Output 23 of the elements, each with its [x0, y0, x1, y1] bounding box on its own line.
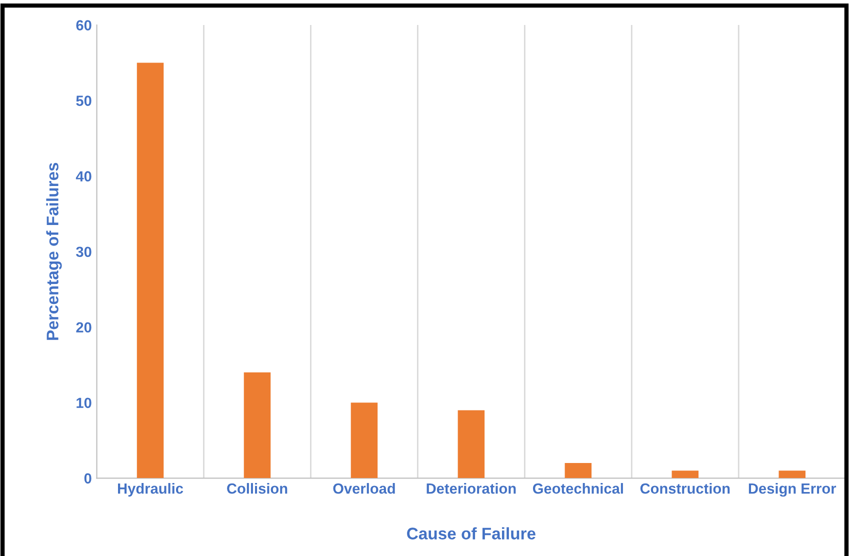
x-tick-label: Overload	[333, 483, 395, 494]
x-tick-label: Collision	[227, 483, 288, 494]
y-tick-label: 10	[76, 398, 92, 408]
y-tick-label: 50	[76, 96, 92, 106]
y-tick-label: 0	[84, 473, 92, 484]
x-axis-title: Cause of Failure	[407, 527, 536, 540]
x-tick-label: Construction	[640, 483, 730, 494]
y-tick-label: 40	[76, 171, 92, 182]
x-tick-label: Design Error	[748, 483, 836, 497]
bar	[136, 62, 164, 478]
bar	[350, 402, 378, 478]
x-tick-label: Deterioration	[426, 483, 516, 494]
bar	[564, 463, 592, 478]
x-tick-label: Hydraulic	[118, 483, 184, 497]
bar	[778, 470, 806, 478]
bar	[672, 470, 699, 478]
y-tick-label: 60	[76, 20, 92, 30]
y-axis-title: Percentage of Failures	[46, 162, 62, 340]
x-tick-label: Geotechnical	[532, 483, 623, 494]
y-tick-label: 20	[76, 322, 92, 333]
y-tick-label: 30	[76, 246, 92, 258]
bar	[458, 410, 485, 478]
bar	[244, 372, 271, 478]
